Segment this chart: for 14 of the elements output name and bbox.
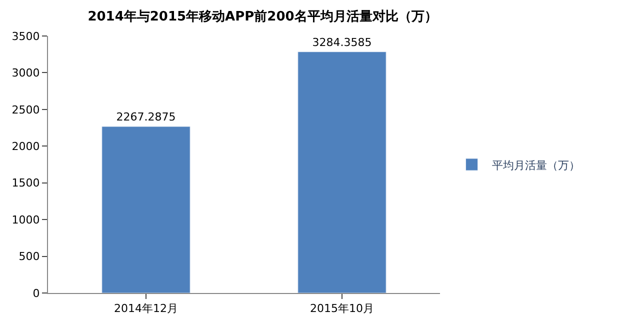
y-tick-label: 500 — [18, 250, 40, 264]
chart-title: 2014年与2015年移动APP前200名平均月活量对比（万） — [88, 10, 438, 25]
legend-label: 平均月活量（万） — [492, 158, 580, 172]
data-label: 2267.2875 — [116, 110, 176, 124]
y-tick-label: 2500 — [12, 103, 40, 116]
x-tick-label: 2015年10月 — [310, 302, 374, 316]
y-tick-label: 1500 — [12, 176, 40, 190]
y-tick-label: 0 — [32, 286, 40, 300]
y-tick-label: 3500 — [12, 30, 40, 43]
y-tick-label: 2000 — [12, 140, 40, 153]
y-tick-label: 3000 — [12, 66, 40, 80]
y-tick-label: 1000 — [12, 213, 40, 226]
x-tick-label: 2014年12月 — [114, 302, 178, 316]
data-label: 3284.3585 — [312, 36, 372, 49]
